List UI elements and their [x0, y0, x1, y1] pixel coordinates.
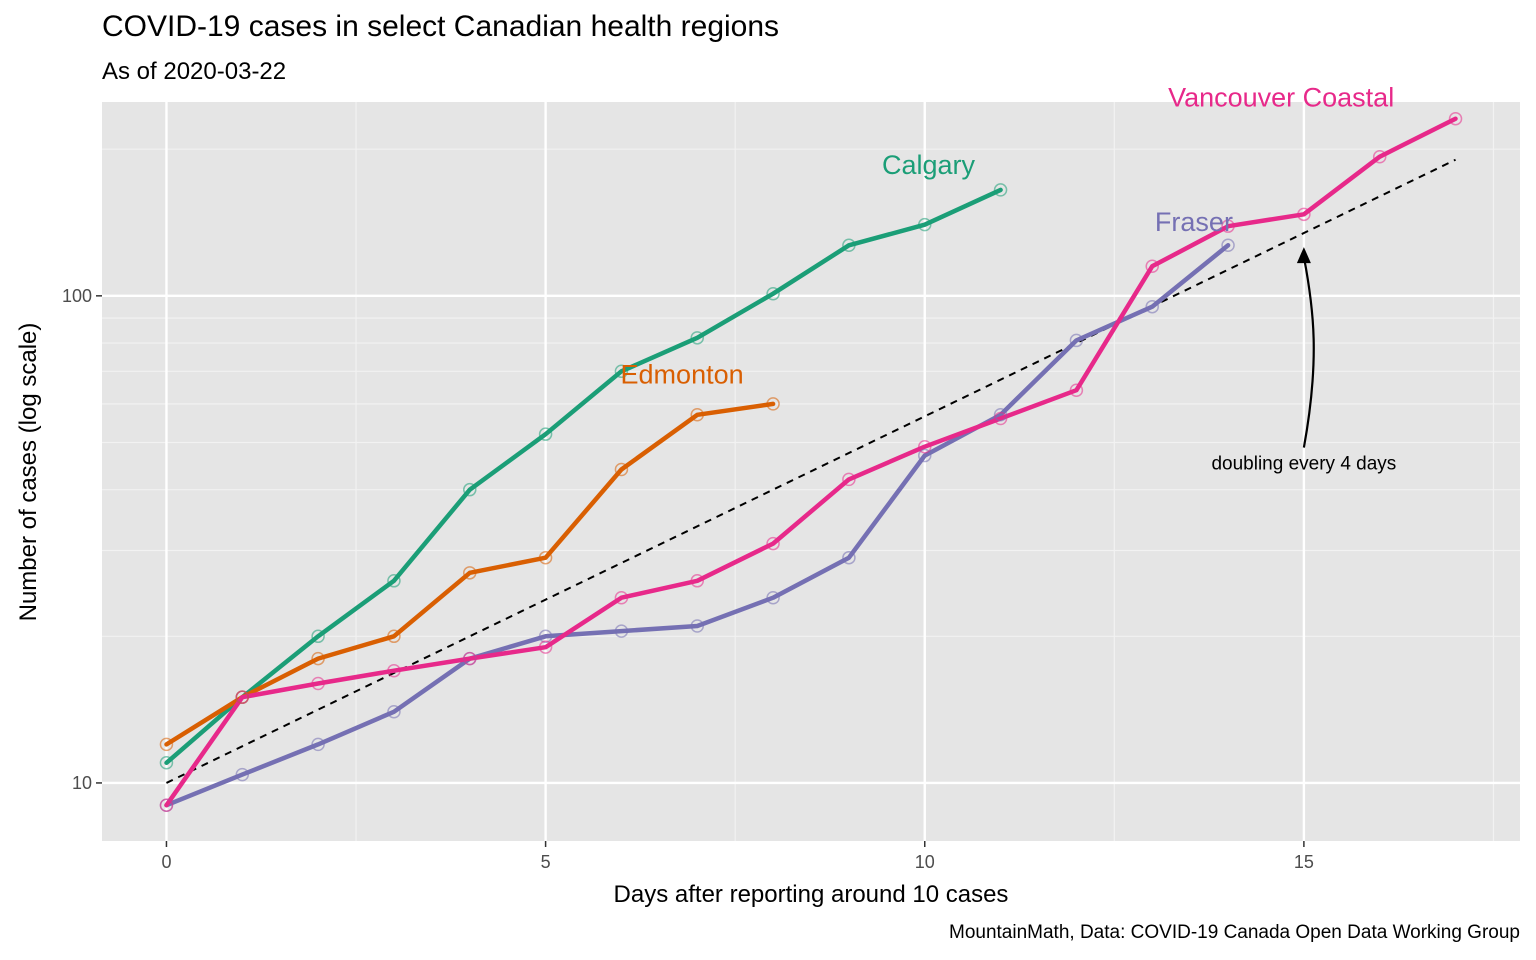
data-point-vancouver-coastal: [311, 676, 325, 691]
data-point-edmonton: [614, 462, 629, 477]
data-point-fraser: [1069, 333, 1084, 348]
label-layer: Calgary Edmonton Fraser Vancouver Coastal do…: [621, 82, 1397, 474]
data-point-vancouver-coastal: [463, 651, 477, 666]
chart-caption: MountainMath, Data: COVID-19 Canada Open…: [949, 922, 1520, 943]
data-point-calgary: [387, 574, 401, 588]
chart-subtitle: As of 2020-03-22: [102, 58, 287, 85]
data-point-calgary: [842, 238, 856, 253]
data-point-fraser: [1221, 238, 1235, 253]
x-tick-label: 0: [161, 852, 171, 872]
x-axis-title: Days after reporting around 10 cases: [614, 881, 1009, 908]
data-point-edmonton: [538, 550, 553, 565]
data-point-calgary: [538, 427, 553, 441]
data-point-vancouver-coastal: [1372, 149, 1387, 164]
grid-layer: [102, 102, 1520, 841]
data-point-edmonton: [159, 737, 174, 752]
data-point-vancouver-coastal: [159, 798, 174, 812]
data-point-vancouver-coastal: [235, 690, 250, 704]
data-point-calgary: [463, 482, 477, 497]
data-point-fraser: [766, 590, 780, 605]
doubling-annotation-label: doubling every 4 days: [1211, 454, 1396, 475]
data-point-fraser: [538, 629, 553, 644]
data-point-fraser: [842, 550, 856, 565]
data-point-fraser: [311, 737, 325, 752]
series-label-vancouver-coastal: Vancouver Coastal: [1168, 82, 1394, 112]
data-point-calgary: [690, 331, 705, 345]
data-point-vancouver-coastal: [917, 439, 932, 454]
data-point-fraser: [614, 624, 629, 638]
y-axis-title: Number of cases (log scale): [15, 323, 42, 622]
data-point-calgary: [766, 286, 780, 301]
data-point-edmonton: [690, 408, 705, 422]
data-point-edmonton: [766, 397, 780, 411]
series-line-vancouver-coastal: [164, 116, 1458, 808]
data-point-edmonton: [463, 566, 477, 580]
data-point-fraser: [993, 408, 1008, 422]
data-point-fraser: [690, 619, 705, 633]
data-point-calgary: [159, 756, 174, 770]
data-point-vancouver-coastal: [387, 663, 401, 678]
data-point-calgary: [993, 183, 1008, 197]
data-point-vancouver-coastal: [766, 536, 780, 551]
series-label-fraser: Fraser: [1155, 207, 1233, 237]
doubling-annotation-arrow: [1302, 256, 1315, 448]
data-point-vancouver-coastal: [690, 574, 705, 588]
data-point-calgary: [917, 217, 932, 232]
data-point-calgary: [311, 629, 325, 644]
data-point-vancouver-coastal: [1297, 207, 1311, 222]
data-point-vancouver-coastal: [842, 472, 856, 487]
series-layer: [159, 111, 1463, 812]
chart-title: COVID-19 cases in select Canadian health…: [102, 10, 780, 43]
series-label-calgary: Calgary: [882, 150, 976, 180]
data-point-vancouver-coastal: [1069, 383, 1084, 397]
data-point-fraser: [235, 767, 250, 782]
axis-layer: 0 5 10 15 10 100: [62, 286, 1314, 872]
data-point-vancouver-coastal: [538, 640, 553, 654]
series-line-edmonton: [164, 401, 776, 747]
series-label-edmonton: Edmonton: [621, 360, 744, 390]
data-point-fraser: [1145, 299, 1159, 314]
data-point-fraser: [387, 705, 401, 719]
x-tick-label: 15: [1294, 852, 1314, 872]
data-point-vancouver-coastal: [1221, 219, 1235, 233]
data-point-fraser: [917, 448, 932, 463]
arrow-head-icon: [1296, 247, 1311, 264]
y-tick-label: 10: [72, 773, 92, 793]
data-point-edmonton: [311, 651, 325, 666]
x-tick-label: 5: [541, 852, 551, 872]
series-line-fraser: [164, 243, 1231, 808]
data-point-vancouver-coastal: [993, 411, 1008, 426]
data-point-vancouver-coastal: [1448, 111, 1463, 126]
doubling-reference-line: [166, 158, 1456, 784]
reference-line-layer: [166, 158, 1456, 784]
data-point-edmonton: [387, 629, 401, 644]
y-tick-label: 100: [62, 286, 92, 306]
data-point-vancouver-coastal: [1145, 259, 1159, 274]
x-tick-label: 10: [915, 852, 935, 872]
data-point-vancouver-coastal: [614, 590, 629, 605]
series-line-calgary: [164, 187, 1003, 766]
data-point-calgary: [614, 364, 629, 379]
